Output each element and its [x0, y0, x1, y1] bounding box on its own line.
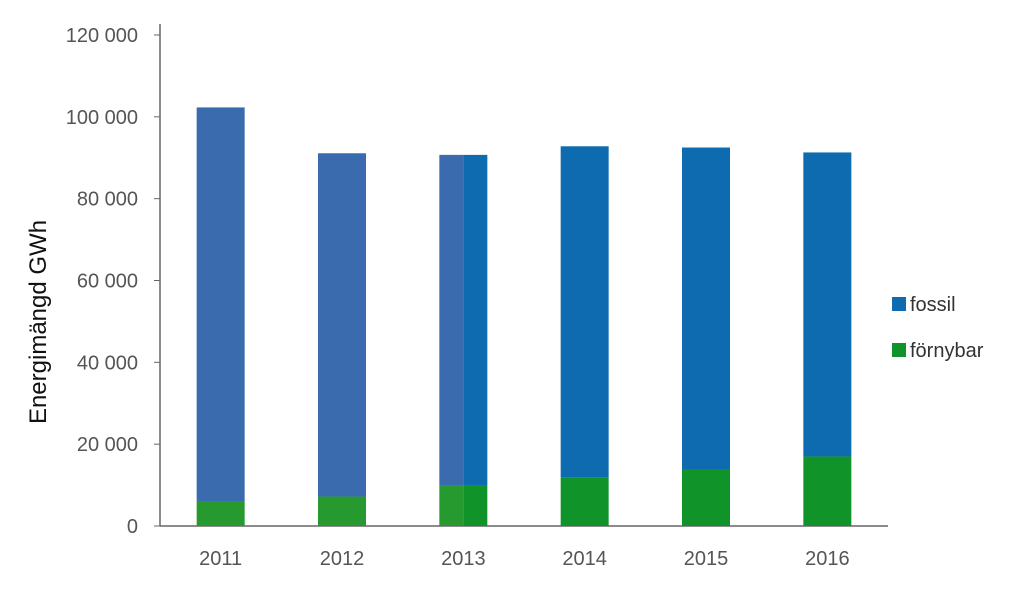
y-tick-label: 60 000 — [77, 271, 138, 293]
y-tick-label: 120 000 — [66, 25, 138, 47]
legend-swatch — [892, 343, 906, 357]
x-tick-label: 2011 — [199, 548, 242, 570]
legend-swatch — [892, 297, 906, 311]
bar-fossil-2014 — [560, 146, 609, 478]
bar-fossil-2013-right — [463, 154, 488, 486]
bar-fornybar-2011 — [196, 501, 245, 526]
bar-fossil-2016 — [803, 152, 852, 457]
bar-fornybar-2014 — [560, 477, 609, 526]
x-axis: 2011 2012 2013 2014 2015 2016 — [160, 525, 888, 570]
bars — [196, 107, 852, 526]
y-tick-label: 40 000 — [77, 352, 138, 374]
bar-fornybar-2013-left — [439, 485, 464, 526]
bar-fossil-2012 — [318, 153, 366, 497]
bar-fornybar-2016 — [803, 456, 852, 526]
x-tick-label: 2014 — [562, 548, 607, 570]
bar-fossil-2015 — [682, 147, 730, 470]
bar-fornybar-2015 — [682, 469, 730, 526]
y-axis-label: Energimängd GWh — [25, 220, 52, 424]
legend-label: fossil — [910, 294, 956, 316]
x-tick-label: 2012 — [320, 548, 365, 570]
bar-fornybar-2013-right — [463, 485, 488, 526]
legend: fossil förnybar — [892, 294, 984, 362]
bar-fornybar-2012 — [318, 496, 366, 526]
x-tick-label: 2016 — [805, 548, 850, 570]
y-tick-label: 80 000 — [77, 189, 138, 211]
y-tick-label: 20 000 — [77, 434, 138, 456]
y-axis: 0 20 000 40 000 60 000 80 000 100 000 120 000 — [66, 24, 161, 538]
y-tick-label: 100 000 — [66, 107, 138, 129]
y-tick-label: 0 — [127, 516, 138, 538]
x-tick-label: 2013 — [441, 548, 486, 570]
bar-fossil-2013-left — [439, 154, 464, 486]
legend-label: förnybar — [910, 340, 984, 362]
bar-fossil-2011 — [196, 107, 245, 502]
x-tick-label: 2015 — [684, 548, 729, 570]
